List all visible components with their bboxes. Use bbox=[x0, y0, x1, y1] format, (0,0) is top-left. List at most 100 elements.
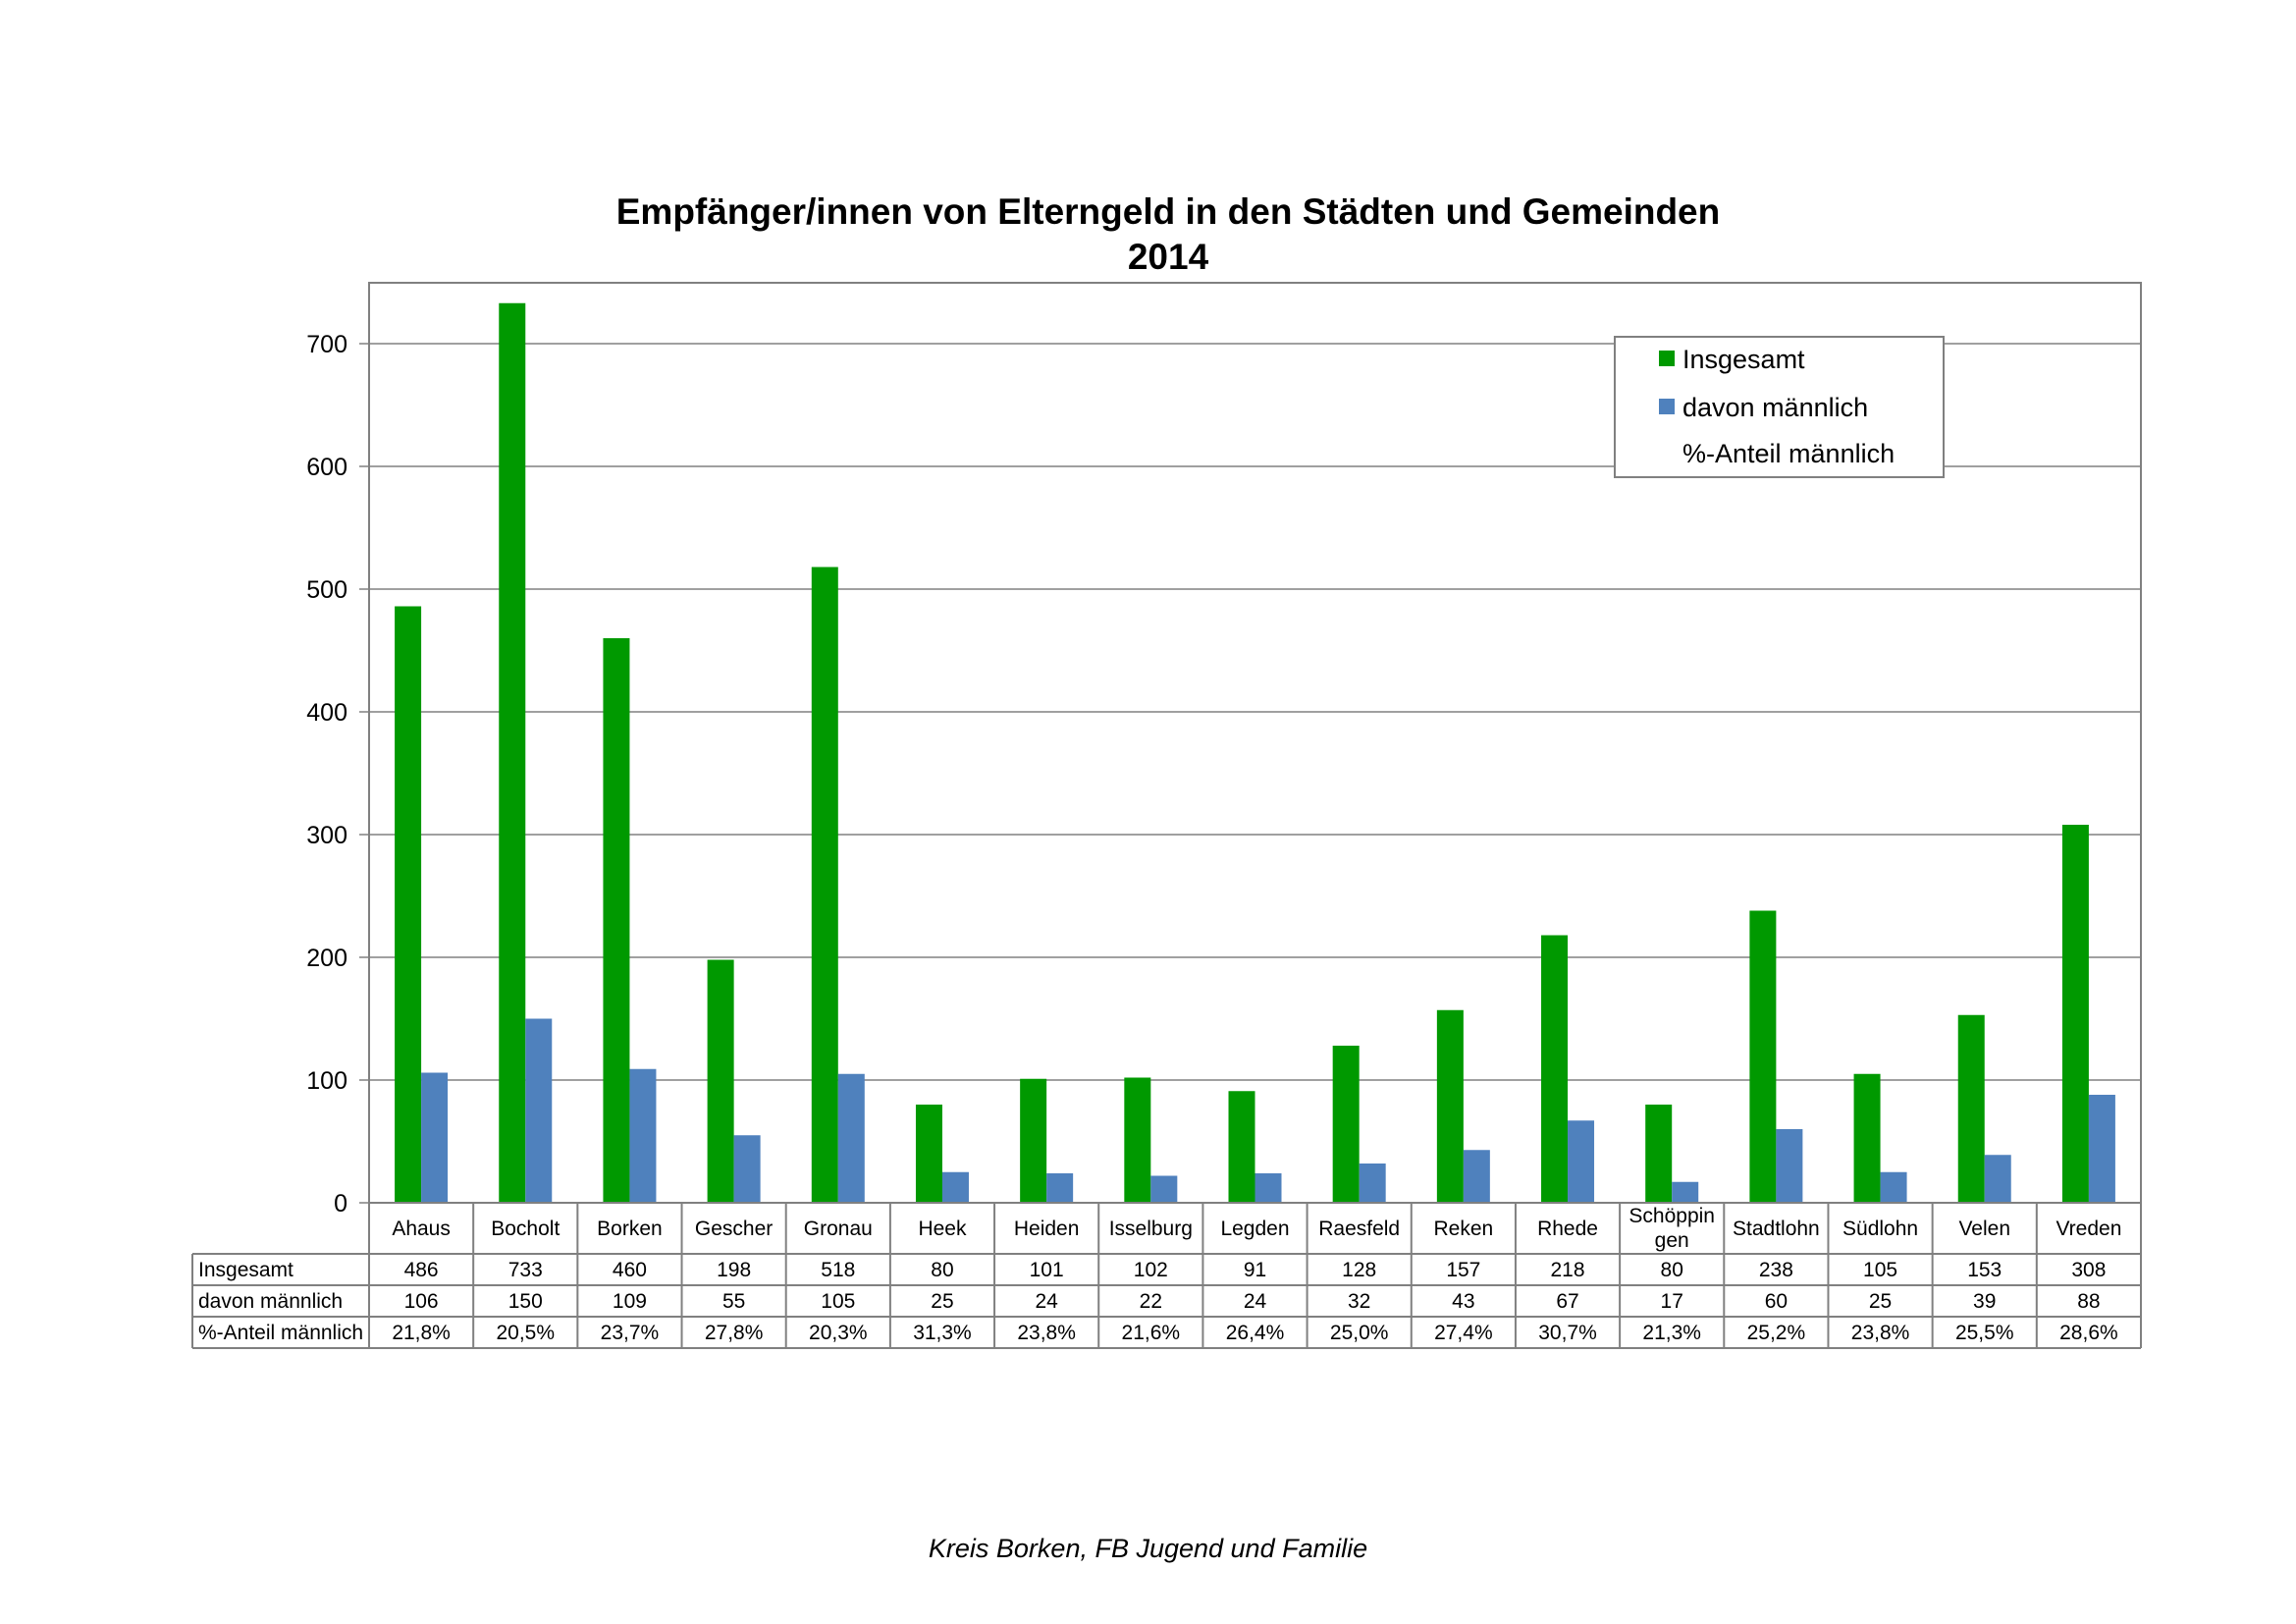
table-cell: 60 bbox=[1765, 1290, 1788, 1313]
bar-maennlich-rhede bbox=[1568, 1120, 1595, 1203]
table-cell: 238 bbox=[1759, 1259, 1793, 1281]
table-cell: 27,8% bbox=[705, 1322, 764, 1344]
bar-insgesamt-raesfeld bbox=[1332, 1046, 1360, 1203]
table-cell: 105 bbox=[1863, 1259, 1897, 1281]
category-label-isselburg: Isselburg bbox=[1109, 1218, 1193, 1240]
bar-insgesamt-heiden bbox=[1020, 1078, 1047, 1203]
table-row-label-anteil-männlich: %-Anteil männlich bbox=[198, 1322, 363, 1344]
bar-insgesamt-vreden bbox=[2061, 825, 2089, 1203]
table-cell: 23,7% bbox=[601, 1322, 660, 1344]
table-cell: 21,3% bbox=[1642, 1322, 1701, 1344]
legend-swatch-insgesamt bbox=[1659, 351, 1675, 366]
table-cell: 67 bbox=[1556, 1290, 1578, 1313]
bar-maennlich-schöppin-gen bbox=[1672, 1181, 1699, 1203]
table-row-label-davon-männlich: davon männlich bbox=[198, 1290, 343, 1313]
legend-label-anteil: %-Anteil männlich bbox=[1682, 439, 1895, 468]
table-cell: 25,2% bbox=[1747, 1322, 1806, 1344]
bar-insgesamt-gescher bbox=[707, 959, 734, 1203]
table-cell: 22 bbox=[1140, 1290, 1162, 1313]
bar-insgesamt-rhede bbox=[1541, 935, 1569, 1203]
table-row-label-insgesamt: Insgesamt bbox=[198, 1259, 294, 1281]
bar-insgesamt-legden bbox=[1228, 1091, 1255, 1203]
table-cell: 150 bbox=[508, 1290, 543, 1313]
category-label-borken: Borken bbox=[597, 1218, 663, 1240]
footer-source: Kreis Borken, FB Jugend und Familie bbox=[928, 1534, 1368, 1563]
legend: Insgesamt davon männlich %-Anteil männli… bbox=[1614, 336, 1945, 478]
bar-maennlich-vreden bbox=[2088, 1095, 2115, 1203]
bar-maennlich-heek bbox=[941, 1171, 969, 1203]
category-label-schöppin-gen: Schöppin bbox=[1629, 1205, 1715, 1227]
table-cell: 460 bbox=[613, 1259, 647, 1281]
category-label-legden: Legden bbox=[1220, 1218, 1289, 1240]
category-label-heiden: Heiden bbox=[1014, 1218, 1080, 1240]
category-label-bocholt: Bocholt bbox=[491, 1218, 560, 1240]
category-label-südlohn: Südlohn bbox=[1842, 1218, 1918, 1240]
table-cell: 24 bbox=[1035, 1290, 1058, 1313]
table-cell: 106 bbox=[404, 1290, 439, 1313]
bar-insgesamt-isselburg bbox=[1124, 1077, 1151, 1203]
category-label-gescher: Gescher bbox=[695, 1218, 773, 1240]
table-cell: 55 bbox=[722, 1290, 745, 1313]
table-cell: 109 bbox=[613, 1290, 647, 1313]
table-cell: 28,6% bbox=[2059, 1322, 2118, 1344]
table-cell: 518 bbox=[821, 1259, 855, 1281]
y-tick-label: 200 bbox=[306, 945, 347, 972]
category-label-raesfeld: Raesfeld bbox=[1318, 1218, 1400, 1240]
table-cell: 101 bbox=[1030, 1259, 1064, 1281]
category-label-heek: Heek bbox=[918, 1218, 967, 1240]
table-cell: 486 bbox=[404, 1259, 439, 1281]
bar-insgesamt-reken bbox=[1436, 1009, 1464, 1203]
table-cell: 80 bbox=[1661, 1259, 1683, 1281]
table-cell: 20,5% bbox=[496, 1322, 555, 1344]
bar-maennlich-ahaus bbox=[421, 1072, 449, 1203]
bars bbox=[395, 302, 2115, 1203]
table-cell: 25 bbox=[1869, 1290, 1892, 1313]
table-cell: 23,8% bbox=[1851, 1322, 1910, 1344]
y-tick-label: 400 bbox=[306, 699, 347, 727]
table-cell: 153 bbox=[1967, 1259, 2002, 1281]
bar-insgesamt-stadtlohn bbox=[1749, 910, 1777, 1203]
table-cell: 31,3% bbox=[913, 1322, 972, 1344]
table-cell: 43 bbox=[1452, 1290, 1474, 1313]
legend-label-maennlich: davon männlich bbox=[1682, 393, 1868, 422]
table-cell: 105 bbox=[821, 1290, 855, 1313]
gridlines bbox=[369, 343, 2141, 1204]
bar-insgesamt-velen bbox=[1957, 1014, 1985, 1203]
bar-maennlich-stadtlohn bbox=[1776, 1129, 1803, 1203]
y-tick-label: 600 bbox=[306, 454, 347, 481]
bar-maennlich-reken bbox=[1463, 1150, 1490, 1203]
table-cell: 39 bbox=[1973, 1290, 1996, 1313]
bar-maennlich-gronau bbox=[837, 1073, 865, 1203]
y-tick-label: 300 bbox=[306, 822, 347, 849]
table-cell: 17 bbox=[1661, 1290, 1683, 1313]
category-label-rhede: Rhede bbox=[1537, 1218, 1598, 1240]
legend-swatch-maennlich bbox=[1659, 399, 1675, 414]
bar-maennlich-bocholt bbox=[525, 1018, 553, 1203]
table-cell: 102 bbox=[1134, 1259, 1168, 1281]
bar-insgesamt-südlohn bbox=[1853, 1073, 1881, 1203]
category-label-schöppin-gen-line2: gen bbox=[1655, 1229, 1689, 1252]
y-tick-label: 0 bbox=[334, 1190, 347, 1218]
table-cell: 32 bbox=[1348, 1290, 1370, 1313]
y-tick-label: 700 bbox=[306, 331, 347, 358]
bar-maennlich-isselburg bbox=[1150, 1175, 1178, 1203]
table-cell: 308 bbox=[2071, 1259, 2106, 1281]
category-label-vreden: Vreden bbox=[2056, 1218, 2121, 1240]
legend-label-insgesamt: Insgesamt bbox=[1682, 345, 1805, 374]
table-cell: 30,7% bbox=[1538, 1322, 1597, 1344]
y-tick-label: 100 bbox=[306, 1067, 347, 1095]
bar-insgesamt-gronau bbox=[811, 567, 838, 1203]
bar-insgesamt-ahaus bbox=[395, 606, 422, 1203]
chart-subtitle: 2014 bbox=[1128, 237, 1209, 277]
bar-maennlich-gescher bbox=[733, 1135, 761, 1203]
bar-insgesamt-bocholt bbox=[499, 302, 526, 1203]
table-cell: 21,8% bbox=[392, 1322, 451, 1344]
bar-maennlich-velen bbox=[1984, 1155, 2011, 1203]
bar-maennlich-legden bbox=[1255, 1173, 1282, 1203]
bar-insgesamt-borken bbox=[603, 638, 630, 1203]
table-cell: 25,0% bbox=[1330, 1322, 1389, 1344]
bar-maennlich-raesfeld bbox=[1359, 1164, 1386, 1203]
table-cell: 25 bbox=[931, 1290, 953, 1313]
table-cell: 21,6% bbox=[1122, 1322, 1181, 1344]
